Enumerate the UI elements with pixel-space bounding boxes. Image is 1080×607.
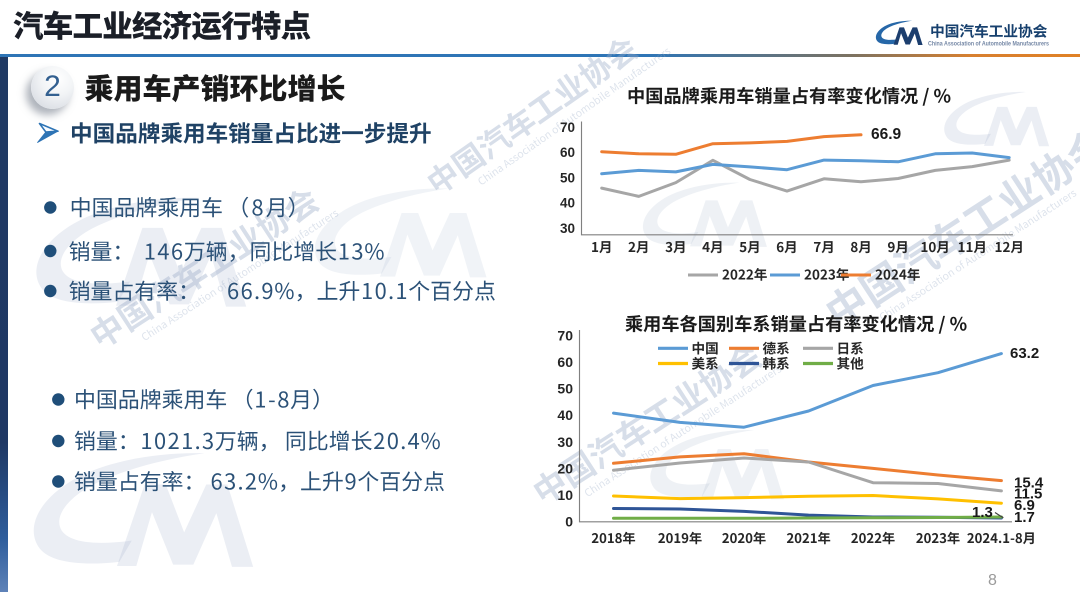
svg-text:60: 60 xyxy=(557,354,573,370)
svg-text:6.9: 6.9 xyxy=(1014,497,1035,514)
svg-text:30: 30 xyxy=(557,434,573,450)
svg-text:1.3: 1.3 xyxy=(972,504,993,521)
svg-text:China Association of Automobil: China Association of Automobile Manufact… xyxy=(928,41,1049,48)
svg-text:66.9: 66.9 xyxy=(871,126,902,143)
svg-text:40: 40 xyxy=(557,407,573,423)
svg-text:0: 0 xyxy=(565,514,573,530)
svg-text:1.7: 1.7 xyxy=(1014,509,1035,526)
svg-text:63.2: 63.2 xyxy=(1010,345,1039,362)
svg-text:11.5: 11.5 xyxy=(1014,486,1042,503)
svg-text:20: 20 xyxy=(557,460,573,476)
svg-text:15.4: 15.4 xyxy=(1014,475,1044,492)
svg-text:70: 70 xyxy=(560,120,575,135)
svg-text:10: 10 xyxy=(557,487,573,503)
svg-text:8: 8 xyxy=(988,572,997,589)
svg-text:60: 60 xyxy=(560,145,575,160)
svg-text:40: 40 xyxy=(560,196,575,211)
svg-text:70: 70 xyxy=(557,328,573,344)
svg-text:30: 30 xyxy=(560,221,575,236)
svg-text:50: 50 xyxy=(557,381,573,397)
svg-text:50: 50 xyxy=(560,170,575,185)
